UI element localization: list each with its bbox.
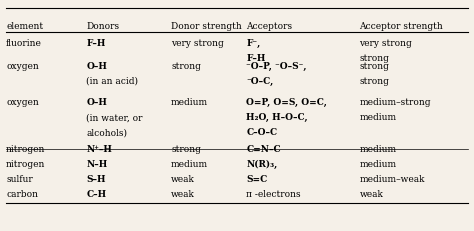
Text: strong: strong — [359, 62, 390, 71]
Text: medium–strong: medium–strong — [359, 98, 431, 107]
Text: C=N–C: C=N–C — [246, 145, 281, 154]
Text: medium: medium — [171, 98, 208, 107]
Text: sulfur: sulfur — [6, 175, 33, 184]
Text: S=C: S=C — [246, 175, 268, 184]
Text: ⁻O–P, ⁻O–S⁻,: ⁻O–P, ⁻O–S⁻, — [246, 62, 307, 71]
Text: H₂O, H–O–C,: H₂O, H–O–C, — [246, 113, 308, 122]
Text: nitrogen: nitrogen — [6, 160, 46, 169]
Text: O–H: O–H — [86, 62, 107, 71]
Text: (in an acid): (in an acid) — [86, 77, 138, 86]
Text: medium–weak: medium–weak — [359, 175, 425, 184]
Text: medium: medium — [171, 160, 208, 169]
Text: medium: medium — [359, 113, 397, 122]
Text: strong: strong — [171, 62, 201, 71]
Text: very strong: very strong — [359, 39, 412, 48]
Text: element: element — [6, 22, 43, 31]
Text: strong: strong — [171, 145, 201, 154]
Text: oxygen: oxygen — [6, 62, 39, 71]
Text: strong: strong — [359, 54, 390, 63]
Text: medium: medium — [359, 160, 397, 169]
Text: F–H: F–H — [86, 39, 106, 48]
Text: N–H: N–H — [86, 160, 108, 169]
Text: F⁻,: F⁻, — [246, 39, 261, 48]
Text: nitrogen: nitrogen — [6, 145, 46, 154]
Text: weak: weak — [171, 190, 195, 199]
Text: C–O–C: C–O–C — [246, 128, 278, 137]
Text: strong: strong — [359, 77, 390, 86]
Text: oxygen: oxygen — [6, 98, 39, 107]
Text: medium: medium — [359, 145, 397, 154]
Text: S–H: S–H — [86, 175, 106, 184]
Text: C–H: C–H — [86, 190, 106, 199]
Text: weak: weak — [359, 190, 383, 199]
Text: O=P, O=S, O=C,: O=P, O=S, O=C, — [246, 98, 328, 107]
Text: O–H: O–H — [86, 98, 107, 107]
Text: very strong: very strong — [171, 39, 224, 48]
Text: fluorine: fluorine — [6, 39, 42, 48]
Text: alcohols): alcohols) — [86, 128, 127, 137]
Text: weak: weak — [171, 175, 195, 184]
Text: ⁻O–C,: ⁻O–C, — [246, 77, 273, 86]
Text: Donor strength: Donor strength — [171, 22, 242, 31]
Text: N⁺–H: N⁺–H — [86, 145, 112, 154]
Text: Donors: Donors — [86, 22, 119, 31]
Text: N(R)₃,: N(R)₃, — [246, 160, 278, 169]
Text: carbon: carbon — [6, 190, 38, 199]
Text: Acceptors: Acceptors — [246, 22, 292, 31]
Text: (in water, or: (in water, or — [86, 113, 143, 122]
Text: Acceptor strength: Acceptor strength — [359, 22, 443, 31]
Text: F–H: F–H — [246, 54, 266, 63]
Text: π -electrons: π -electrons — [246, 190, 301, 199]
